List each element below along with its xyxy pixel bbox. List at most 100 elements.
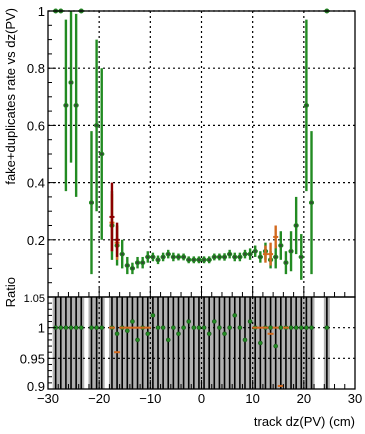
ratio-data-point [63, 325, 69, 330]
main-data-point [222, 254, 228, 260]
ratio-data-point [78, 325, 84, 330]
ratio-y-tick-label: 1 [38, 321, 45, 336]
main-data-point [278, 243, 284, 249]
main-data-point [160, 254, 166, 260]
ratio-data-point [222, 331, 227, 337]
main-data-point [145, 254, 151, 260]
main-data-point [63, 102, 69, 108]
main-data-point [211, 254, 217, 260]
main-data-point [227, 251, 233, 257]
ratio-data-point [145, 331, 151, 337]
main-data-point [309, 200, 315, 206]
main-data-point [257, 254, 263, 260]
ratio-data-point [125, 328, 130, 334]
ratio-data-point [278, 325, 284, 330]
ratio-data-point [181, 325, 186, 330]
main-data-point [94, 122, 100, 128]
ratio-data-point [304, 325, 309, 330]
ratio-data-point [191, 325, 197, 330]
main-data-point [155, 257, 161, 263]
ratio-data-point [237, 325, 243, 330]
main-data-point [135, 260, 141, 266]
main-data-point [186, 257, 192, 263]
ratio-data-point [211, 319, 217, 324]
main-data-point [273, 254, 279, 260]
ratio-data-point [196, 325, 202, 330]
main-y-axis-label: fake+duplicates rate vs dz(PV) [3, 8, 18, 185]
ratio-data-point [89, 325, 94, 330]
ratio-data-point [150, 313, 156, 318]
main-y-tick-label: 1 [38, 4, 45, 19]
ratio-data-point [186, 319, 192, 324]
ratio-data-point [232, 313, 238, 318]
x-tick-label: 20 [297, 391, 311, 406]
main-data-point [252, 248, 258, 254]
x-tick-label: 0 [198, 391, 205, 406]
ratio-y-axis-label: Ratio [3, 277, 18, 307]
ratio-y-tick-label: 0.95 [20, 351, 45, 366]
ratio-data-point [324, 325, 330, 330]
main-data-point [242, 251, 248, 257]
ratio-data-point [176, 331, 181, 337]
ratio-data-point [293, 325, 299, 330]
x-tick-label: 10 [245, 391, 259, 406]
main-y-tick-label: 0.8 [27, 61, 45, 76]
x-tick-label: −10 [139, 391, 161, 406]
ratio-panel: 0.9 0.95 1 1.05 −30 −20 −10 0 10 20 30 [20, 293, 363, 406]
main-data-point [247, 251, 253, 257]
x-tick-label: 30 [348, 391, 362, 406]
main-y-tick-label: 0.6 [27, 118, 45, 133]
main-data-point [232, 254, 238, 260]
main-data-point [124, 263, 130, 269]
ratio-data-point [227, 325, 232, 330]
ratio-data-point [114, 331, 120, 337]
main-data-point [119, 251, 125, 257]
ratio-data-point [160, 325, 166, 330]
ratio-data-point [135, 337, 140, 343]
ratio-data-point [309, 325, 314, 330]
ratio-data-point [171, 325, 176, 330]
main-data-point [150, 254, 156, 260]
main-data-point [129, 265, 135, 271]
ratio-data-point [217, 325, 222, 330]
x-tick-label: −20 [88, 391, 110, 406]
ratio-data-point [288, 325, 294, 330]
ratio-top-tick-label: 1.05 [24, 293, 45, 305]
ratio-data-point [58, 325, 64, 330]
main-data-point [175, 254, 181, 260]
main-data-point [298, 254, 304, 260]
ratio-data-point [268, 325, 273, 330]
ratio-y-tick-label: 0.9 [27, 379, 45, 394]
ratio-data-point [99, 325, 105, 330]
main-data-point [68, 80, 74, 85]
main-panel: 0.2 0.4 0.6 0.8 1 [27, 4, 356, 298]
x-axis-label: track dz(PV) (cm) [254, 414, 355, 429]
main-y-tick-label: 0.2 [27, 233, 45, 248]
main-data-point [303, 102, 309, 108]
ratio-data-point [298, 325, 304, 330]
ratio-data-point [68, 325, 74, 330]
main-data-point [216, 254, 222, 260]
main-data-point [283, 260, 289, 266]
ratio-data-point [273, 343, 278, 349]
main-y-tick-label: 0.4 [27, 176, 45, 191]
ratio-data-point [155, 325, 161, 330]
main-data-point [191, 257, 197, 263]
ratio-data-point [94, 325, 99, 330]
main-data-point [293, 223, 299, 228]
main-data-point [165, 251, 171, 257]
main-data-point [196, 257, 202, 263]
main-data-point [99, 151, 105, 157]
ratio-data-point [242, 337, 248, 343]
ratio-data-point [258, 340, 263, 346]
main-data-point [288, 248, 294, 254]
main-data-point [237, 254, 243, 260]
main-data-point [181, 254, 187, 260]
main-data-point [88, 200, 94, 206]
ratio-data-point [247, 319, 253, 324]
x-tick-label: −30 [37, 391, 59, 406]
main-data-point [201, 257, 207, 263]
ratio-data-point [201, 325, 207, 330]
main-data-point [206, 257, 212, 263]
